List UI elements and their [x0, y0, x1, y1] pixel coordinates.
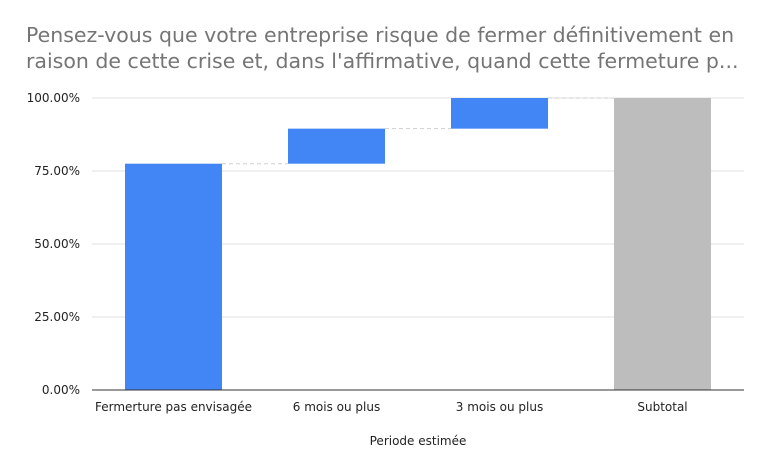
- total-bar: [614, 98, 711, 390]
- chart-title: Pensez-vous que votre entreprise risque …: [26, 22, 756, 74]
- y-tick-label: 75.00%: [34, 164, 80, 178]
- x-axis-title: Periode estimée: [370, 434, 467, 448]
- connector-lines: [222, 97, 614, 165]
- x-tick-label: Fermerture pas envisagée: [95, 400, 252, 414]
- x-tick-label: 3 mois ou plus: [456, 400, 543, 414]
- bar: [125, 163, 222, 390]
- y-tick-label: 25.00%: [34, 310, 80, 324]
- bar: [288, 128, 385, 164]
- y-tick-label: 50.00%: [34, 237, 80, 251]
- y-axis-tick-labels: 0.00% 25.00% 50.00% 75.00% 100.00%: [27, 91, 80, 397]
- x-tick-label: 6 mois ou plus: [293, 400, 380, 414]
- y-tick-label: 100.00%: [27, 91, 80, 105]
- chart-title-line-2: raison de cette crise et, dans l'affirma…: [26, 49, 739, 73]
- bars: [125, 98, 711, 390]
- y-tick-label: 0.00%: [42, 383, 80, 397]
- x-tick-label: Subtotal: [637, 400, 687, 414]
- chart-title-line-1: Pensez-vous que votre entreprise risque …: [26, 23, 735, 47]
- bar: [451, 98, 548, 129]
- x-axis-tick-labels: Fermerture pas envisagée 6 mois ou plus 3 …: [95, 400, 688, 414]
